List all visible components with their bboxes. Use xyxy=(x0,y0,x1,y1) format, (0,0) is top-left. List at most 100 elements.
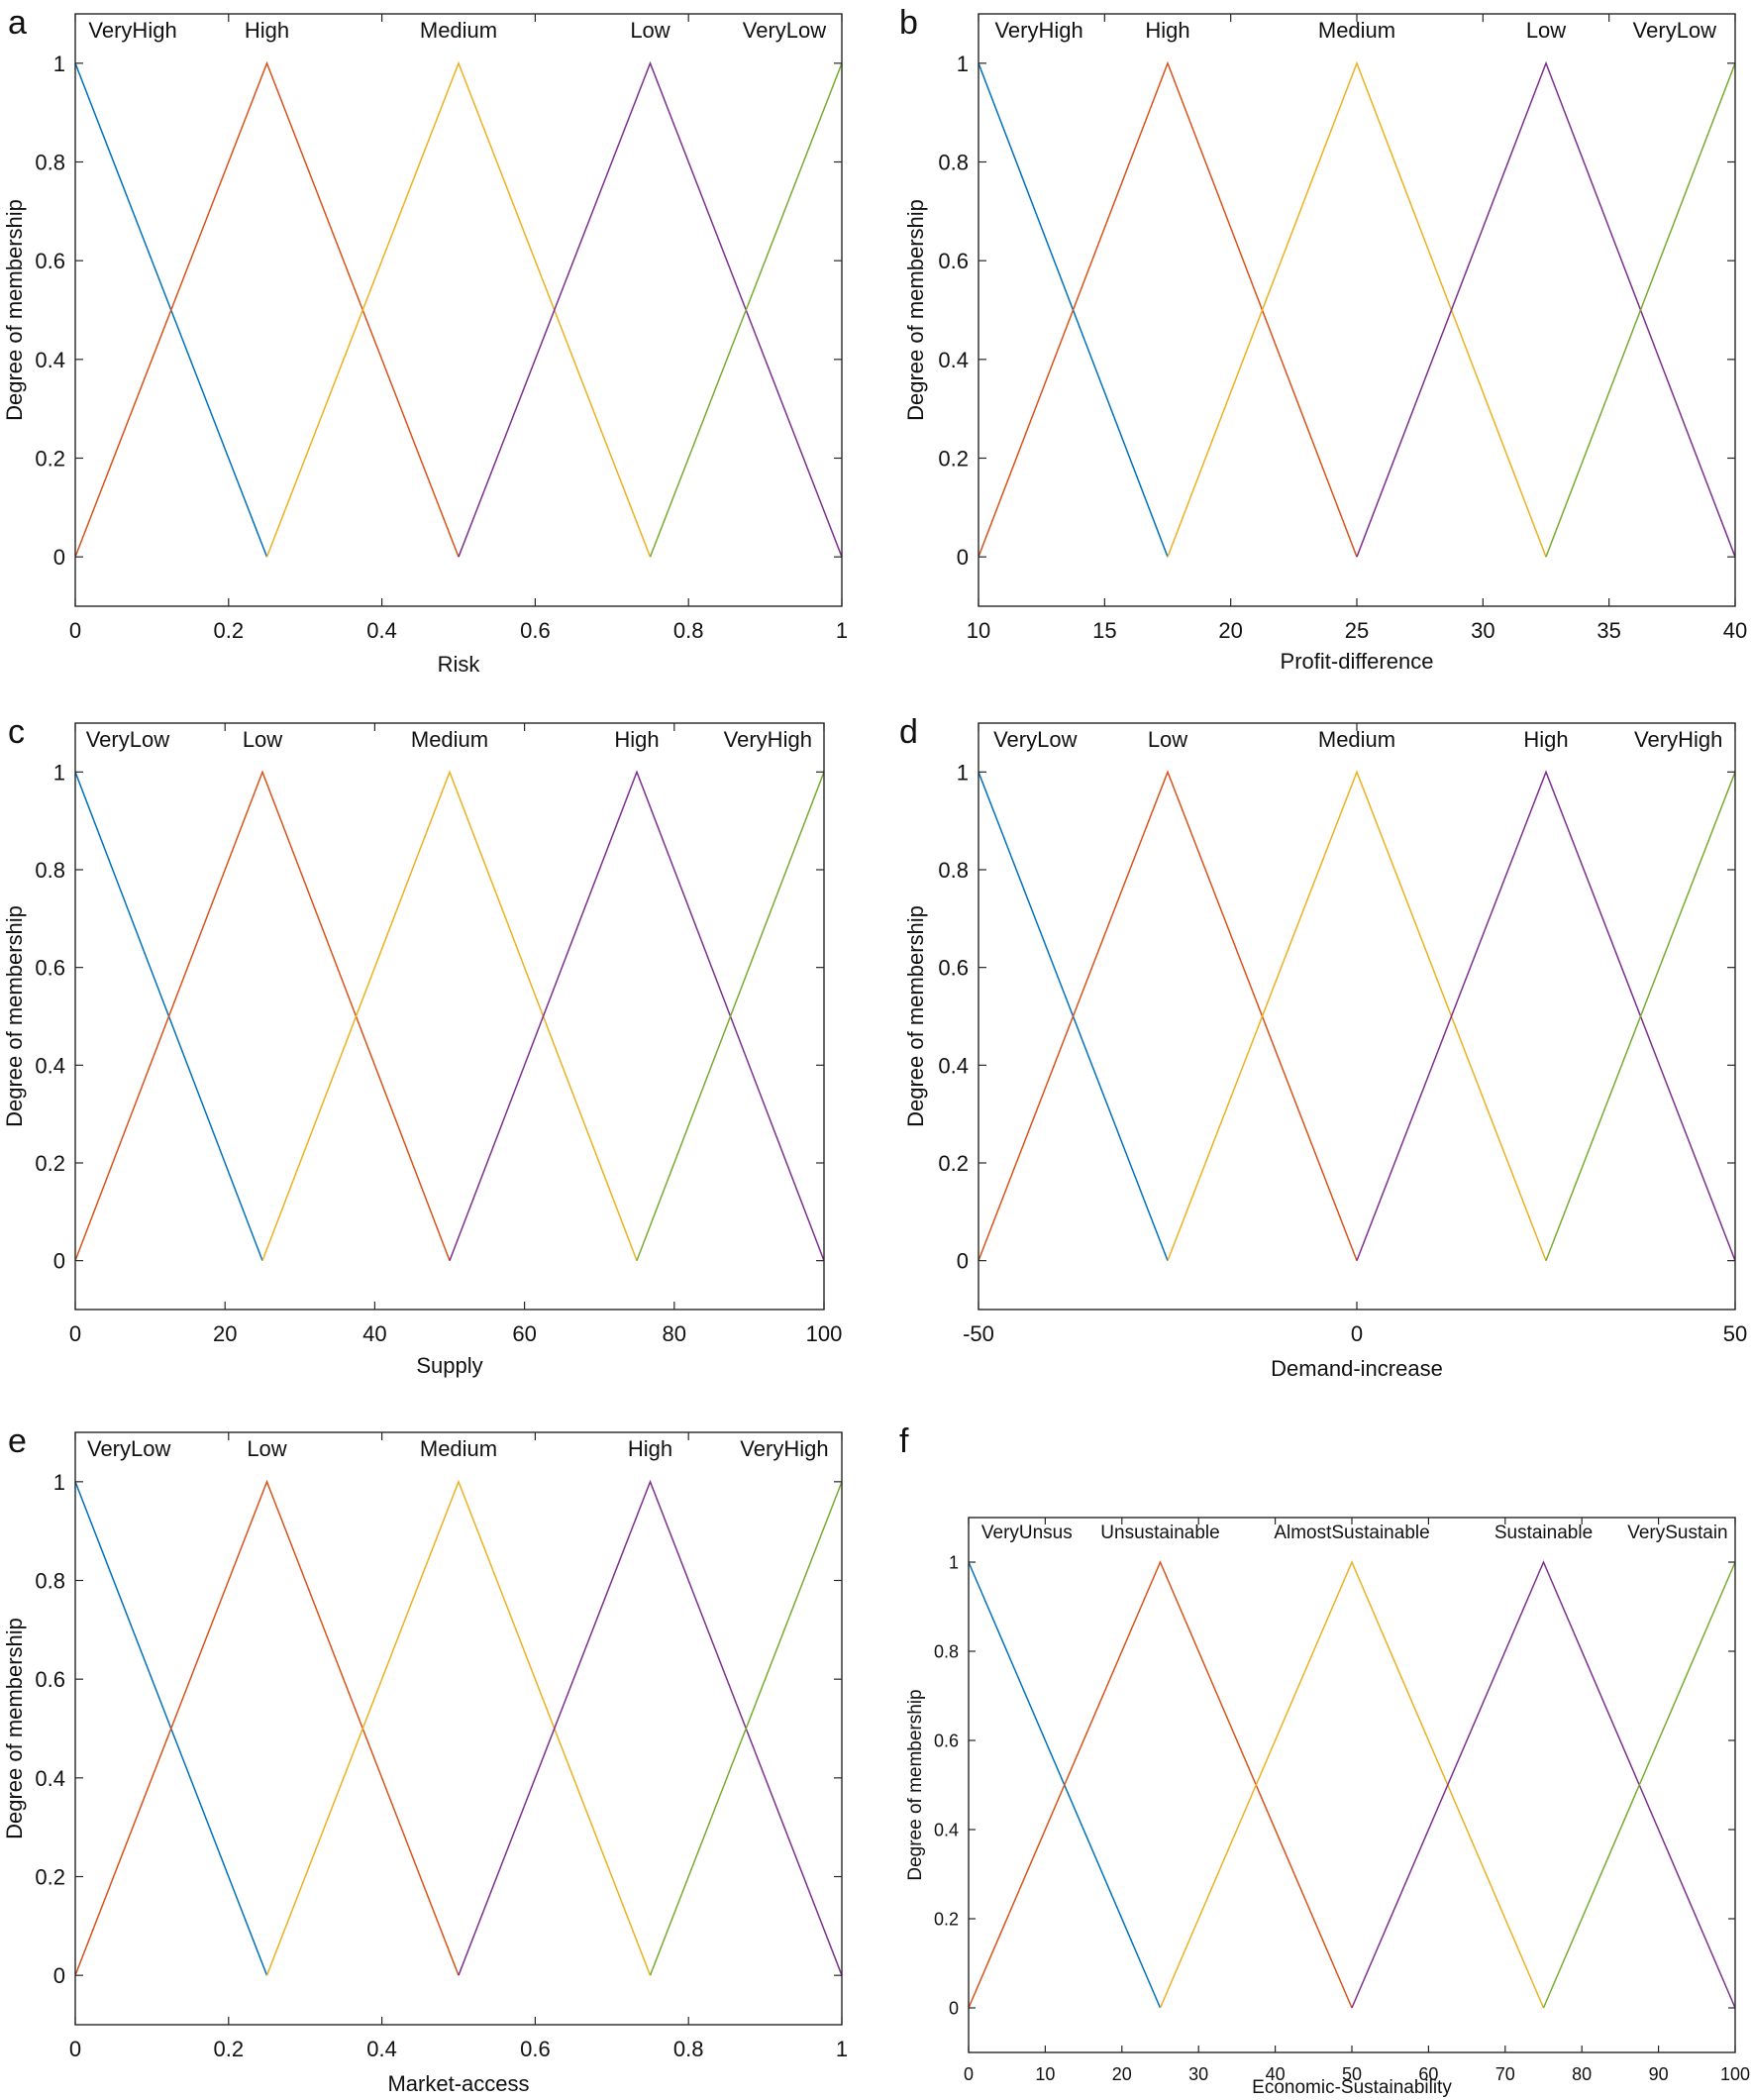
panel-e-series-high xyxy=(458,1479,843,1976)
panel-a-xtick-label: 0 xyxy=(69,618,81,643)
panel-label-b: b xyxy=(899,4,918,42)
panel-e-xtick-label: 0.4 xyxy=(366,2037,397,2061)
panel-label-a: a xyxy=(8,4,27,42)
panel-b-xtick-label: 15 xyxy=(1092,618,1116,643)
panel-d-xlabel: Demand-increase xyxy=(1271,1356,1443,1381)
panel-f-xtick-label: 90 xyxy=(1649,2064,1669,2084)
panel-f-ytick-label: 0.8 xyxy=(934,1641,959,1661)
chart-panel-e: 0 0.2 0.4 0.6 0.8 1 0 0.2 0.4 0.6 0.8 1 VeryLow Low Me… xyxy=(2,1431,848,2096)
panel-c-ytick-label: 0 xyxy=(53,1249,65,1274)
panel-label-f: f xyxy=(899,1422,909,1460)
panel-f-xlabel: Economic-Sustainability xyxy=(1252,2077,1452,2098)
panel-e-mf-label: High xyxy=(628,1436,672,1461)
panel-d-ytick-label: 0.8 xyxy=(938,858,969,883)
panel-f-series-unsustainable xyxy=(968,1560,1353,2009)
panel-c-series-high xyxy=(449,770,825,1261)
panel-e-xtick-label: 0.2 xyxy=(214,2037,245,2061)
panel-f-mf-label: VerySustain xyxy=(1627,1522,1727,1543)
panel-d-series-veryhigh xyxy=(1545,772,1736,1261)
panel-b-mf-label: VeryHigh xyxy=(994,18,1082,43)
panel-d-series-medium xyxy=(1167,770,1547,1261)
panel-c-mf-label: VeryLow xyxy=(86,727,169,752)
panel-a-xtick-label: 1 xyxy=(836,618,848,643)
panel-c-xtick-label: 40 xyxy=(362,1321,386,1346)
panel-f-xtick-label: 100 xyxy=(1720,2064,1750,2084)
panel-f-ytick-label: 0.6 xyxy=(934,1731,959,1750)
panel-f-series-almostsustainable xyxy=(1159,1560,1545,2009)
panel-e-ytick-label: 0 xyxy=(53,1963,65,1988)
panel-e-ytick-label: 0.4 xyxy=(35,1766,65,1791)
chart-panel-f: 0 10 20 30 40 50 60 70 80 90 100 0 0.2 0.4 0.6 0.8 1 Very… xyxy=(905,1517,1750,2098)
panel-d-mf-label: High xyxy=(1523,727,1568,752)
panel-c-xtick-label: 100 xyxy=(806,1321,843,1346)
panel-c-mf-label: Medium xyxy=(411,727,488,752)
panel-f-ytick-label: 0.2 xyxy=(934,1909,959,1929)
panel-e-ytick-label: 1 xyxy=(53,1470,65,1495)
panel-a-mf-label: Low xyxy=(630,18,670,43)
panel-c-ytick-label: 1 xyxy=(53,760,65,785)
panel-d-mf-label: Medium xyxy=(1318,727,1395,752)
panel-b-series-high xyxy=(978,60,1358,558)
panel-b-mf-label: Medium xyxy=(1318,18,1395,43)
panel-f-xtick-label: 40 xyxy=(1266,2064,1286,2084)
panel-c-series-veryhigh xyxy=(636,772,825,1261)
panel-f-mf-label: VeryUnsus xyxy=(981,1522,1073,1543)
panel-d-mf-label: VeryHigh xyxy=(1634,727,1722,752)
panel-d-mf-label: Low xyxy=(1148,727,1187,752)
panel-c-mf-label: Low xyxy=(243,727,282,752)
panel-a-series-low xyxy=(458,60,843,558)
panel-b-xtick-label: 35 xyxy=(1596,618,1620,643)
panel-d-ytick-label: 0.6 xyxy=(938,956,969,981)
panel-a-ylabel: Degree of membership xyxy=(2,199,27,421)
panel-e-xlabel: Market-access xyxy=(387,2071,529,2096)
panel-d-xtick-label: 50 xyxy=(1723,1321,1747,1346)
panel-b-xtick-label: 20 xyxy=(1218,618,1242,643)
chart-panel-c: 0 20 40 60 80 100 0 0.2 0.4 0.6 0.8 1 VeryLow Low Medi… xyxy=(2,722,843,1378)
panel-e-xtick-label: 0.8 xyxy=(673,2037,704,2061)
panel-e-ytick-label: 0.2 xyxy=(35,1864,65,1889)
panel-d-series-high xyxy=(1356,770,1736,1261)
panel-e-series-medium xyxy=(265,1479,652,1976)
panel-c-series-medium xyxy=(261,770,638,1261)
panel-d-xtick-label: -50 xyxy=(963,1321,994,1346)
panel-b-xlabel: Profit-difference xyxy=(1281,649,1434,674)
panel-a-series-verylow xyxy=(649,62,843,558)
panel-e-mf-label: Medium xyxy=(420,1436,497,1461)
panel-b-ytick-label: 1 xyxy=(957,52,969,76)
panel-b-xtick-label: 30 xyxy=(1471,618,1494,643)
panel-b-mf-label: High xyxy=(1145,18,1189,43)
panel-c-series-low xyxy=(74,770,451,1261)
panel-b-ytick-label: 0.8 xyxy=(938,150,969,174)
panel-label-e: e xyxy=(8,1422,27,1460)
panel-a-ytick-label: 1 xyxy=(53,52,65,76)
panel-e-xtick-label: 1 xyxy=(836,2037,848,2061)
panel-b-ytick-label: 0 xyxy=(957,545,969,570)
panel-b-xtick-label: 40 xyxy=(1723,618,1747,643)
panel-d-ytick-label: 0.4 xyxy=(938,1053,969,1078)
panel-f-xtick-label: 10 xyxy=(1035,2064,1055,2084)
panel-f-xtick-label: 0 xyxy=(964,2064,974,2084)
panel-c-ytick-label: 0.2 xyxy=(35,1151,65,1176)
panel-e-axes-box xyxy=(74,1431,843,2026)
panel-a-ytick-label: 0.4 xyxy=(35,348,65,372)
panel-e-ylabel: Degree of membership xyxy=(2,1618,27,1839)
panel-e-series-low xyxy=(74,1479,460,1976)
panel-c-xtick-label: 0 xyxy=(69,1321,81,1346)
panel-b-xtick-label: 10 xyxy=(967,618,990,643)
panel-f-mf-label: AlmostSustainable xyxy=(1274,1522,1429,1543)
panel-f-xtick-label: 30 xyxy=(1188,2064,1208,2084)
panel-b-ytick-label: 0.6 xyxy=(938,249,969,273)
panel-c-mf-label: High xyxy=(614,727,659,752)
panel-c-axes-box xyxy=(74,722,825,1311)
panel-e-ytick-label: 0.8 xyxy=(35,1568,65,1593)
panel-e-mf-label: Low xyxy=(247,1436,286,1461)
panel-d-ylabel: Degree of membership xyxy=(903,905,928,1127)
panel-b-ytick-label: 0.4 xyxy=(938,348,969,372)
panel-a-mf-label: VeryHigh xyxy=(88,18,176,43)
panel-c-xlabel: Supply xyxy=(416,1353,482,1378)
panel-a-ytick-label: 0 xyxy=(53,545,65,570)
panel-a-ytick-label: 0.8 xyxy=(35,150,65,174)
panel-a-mf-label: Medium xyxy=(420,18,497,43)
panel-b-ylabel: Degree of membership xyxy=(903,199,928,421)
